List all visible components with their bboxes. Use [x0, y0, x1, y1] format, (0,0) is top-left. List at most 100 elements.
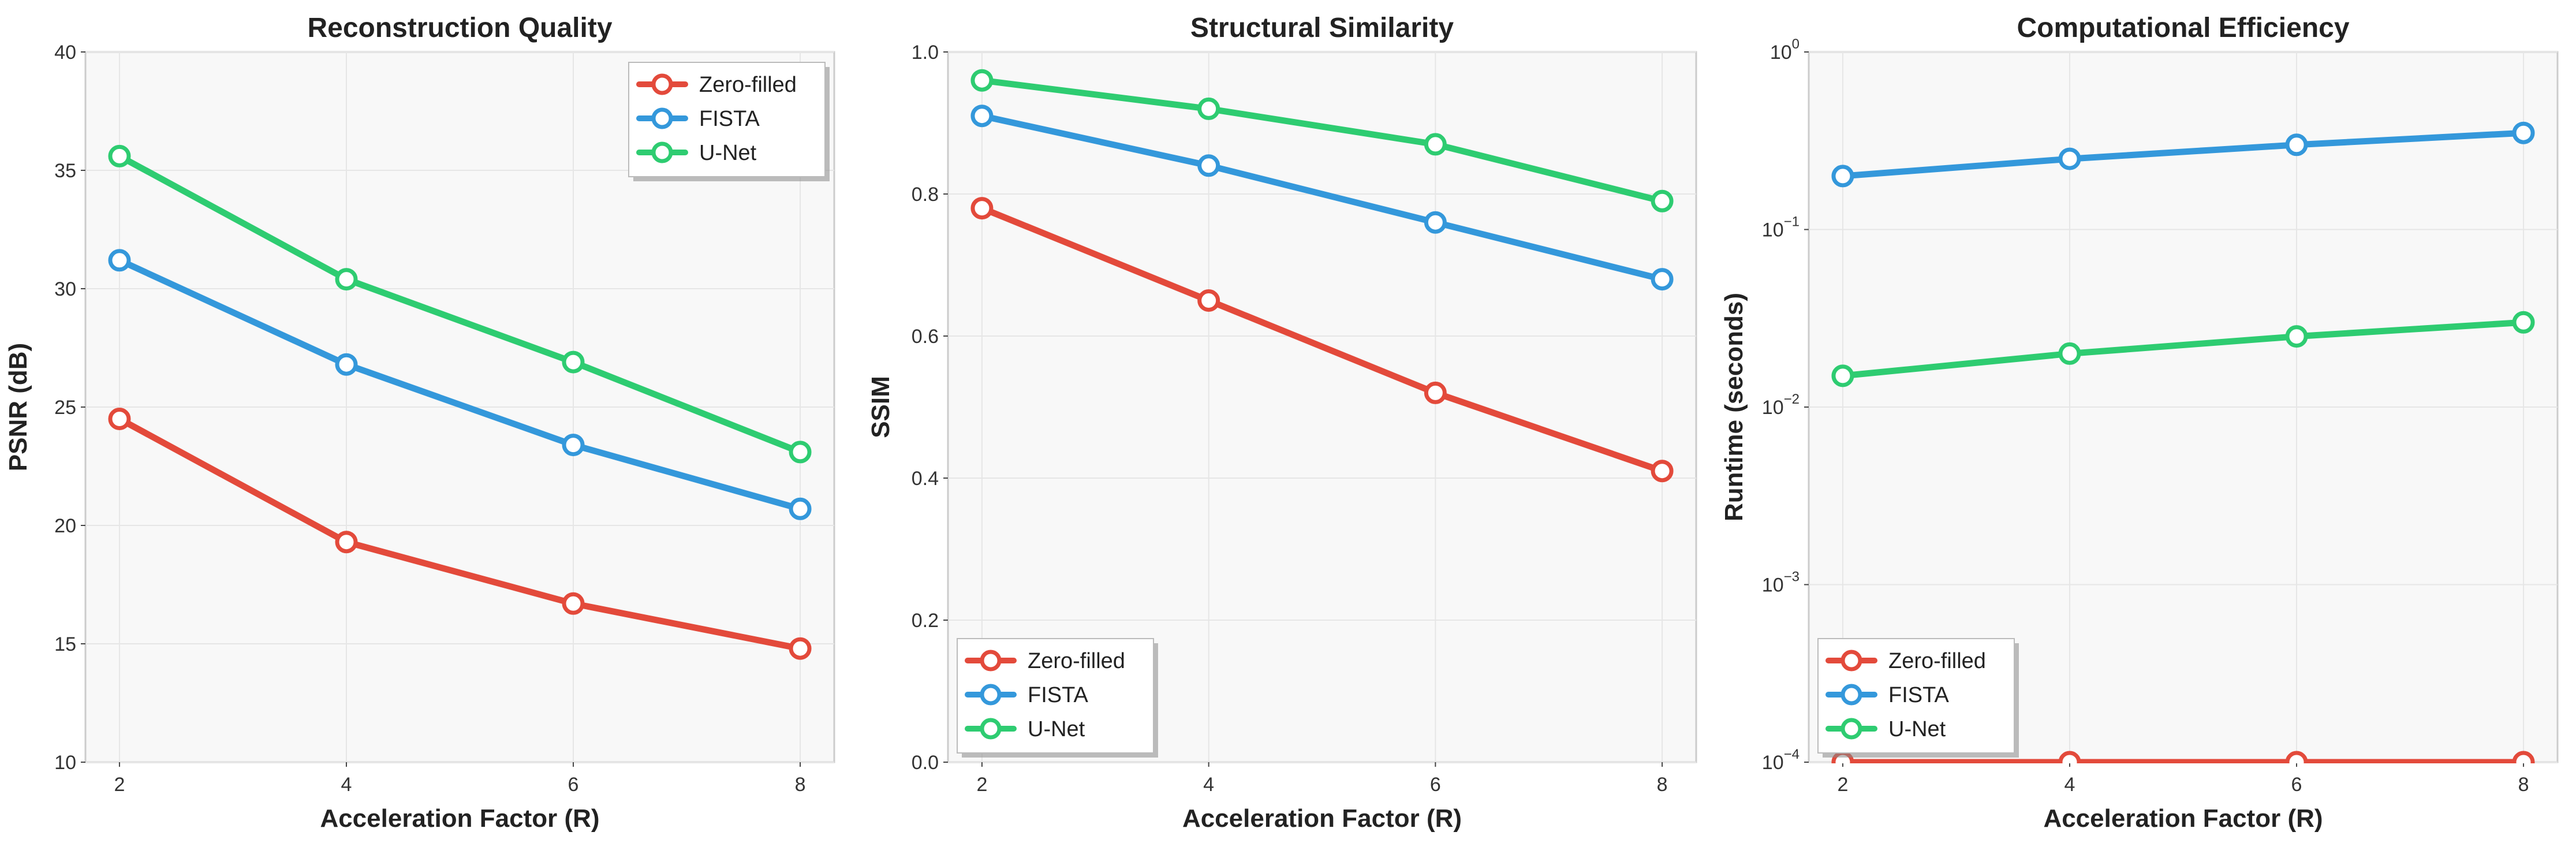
legend-label-fista: FISTA [699, 107, 760, 131]
x-tick-label: 2 [114, 774, 125, 796]
series-group [970, 69, 1674, 483]
x-tick-label: 4 [1203, 774, 1214, 796]
x-tick-label: 8 [1657, 774, 1668, 796]
chart-title: Structural Similarity [1190, 13, 1454, 43]
series-line-zero-filled [979, 205, 1666, 475]
y-tick-label: 30 [54, 278, 76, 300]
legend: Zero-filled FISTA U-Net [1817, 638, 2019, 758]
data-point-fista [970, 105, 994, 128]
data-point-fista [1424, 211, 1447, 234]
legend-label-u-net: U-Net [1028, 717, 1085, 741]
data-point-zero-filled [1197, 289, 1220, 312]
y-tick-label: 0.2 [912, 610, 939, 632]
data-point-u-net [562, 350, 585, 374]
data-point-u-net [2285, 325, 2308, 348]
y-tick-label: 100 [1770, 36, 1800, 64]
y-tick-label: 35 [54, 160, 76, 182]
legend-marker-fista [651, 107, 673, 129]
y-tick-label: 0.4 [912, 468, 939, 490]
data-point-zero-filled [335, 531, 358, 554]
data-point-u-net [970, 69, 994, 92]
series-line-u-net [979, 77, 1666, 204]
y-tick-label: 0.6 [912, 326, 939, 348]
legend-label-zero-filled: Zero-filled [1028, 649, 1125, 673]
x-tick-label: 8 [795, 774, 806, 796]
y-axis-label: PSNR (dB) [4, 343, 32, 471]
y-axis-label: Runtime (seconds) [1720, 293, 1748, 521]
data-point-u-net [335, 268, 358, 291]
y-tick-label: 10−3 [1762, 569, 1800, 596]
data-point-u-net [1651, 189, 1674, 212]
x-axis-label: Acceleration Factor (R) [320, 804, 599, 833]
legend-marker-u-net [980, 718, 1002, 740]
legend-label-fista: FISTA [1028, 683, 1089, 707]
data-point-fista [335, 353, 358, 376]
series-line-u-net [1839, 319, 2527, 379]
legend-marker-fista [1840, 684, 1862, 706]
x-tick-label: 2 [1837, 774, 1848, 796]
y-tick-label: 0.0 [912, 752, 939, 774]
x-axis-label: Acceleration Factor (R) [2043, 804, 2323, 833]
series-line-fista [116, 257, 804, 512]
y-tick-label: 10−4 [1762, 747, 1800, 774]
data-point-fista [789, 497, 812, 520]
y-axis-label: SSIM [867, 376, 895, 438]
y-tick-label: 10−2 [1762, 391, 1800, 419]
y-tick-label: 10−1 [1762, 214, 1800, 241]
legend-marker-zero-filled [651, 73, 673, 95]
legend-label-zero-filled: Zero-filled [699, 73, 797, 97]
x-tick-label: 6 [1430, 774, 1441, 796]
data-point-zero-filled [2285, 751, 2308, 763]
series-line-zero-filled [116, 416, 804, 652]
x-tick-label: 6 [2291, 774, 2302, 796]
data-point-zero-filled [2058, 751, 2081, 763]
y-tick-label: 20 [54, 515, 76, 537]
x-tick-label: 4 [2064, 774, 2075, 796]
legend-label-u-net: U-Net [1888, 717, 1946, 741]
data-point-fista [1831, 165, 1854, 188]
data-point-fista [562, 434, 585, 457]
x-tick-label: 4 [341, 774, 352, 796]
chart-title: Computational Efficiency [2017, 13, 2349, 43]
series-line-fista [1839, 129, 2527, 180]
legend-label-u-net: U-Net [699, 141, 757, 165]
series-line-u-net [116, 152, 804, 456]
chart-title: Reconstruction Quality [307, 13, 612, 43]
data-point-zero-filled [1651, 460, 1674, 483]
chart-psnr: 10 15 20 25 30 35 40 2 4 6 8 Reconstruction Quality… [4, 13, 835, 833]
legend-marker-zero-filled [1840, 650, 1862, 672]
x-tick-label: 6 [568, 774, 579, 796]
data-point-zero-filled [1424, 381, 1447, 404]
y-tick-label: 15 [54, 633, 76, 655]
legend-marker-u-net [1840, 718, 1862, 740]
data-point-fista [2058, 147, 2081, 170]
x-tick-label: 2 [976, 774, 987, 796]
data-point-u-net [1424, 133, 1447, 156]
data-point-zero-filled [108, 408, 131, 430]
data-point-fista [2285, 133, 2308, 156]
data-point-zero-filled [970, 197, 994, 220]
legend: Zero-filled FISTA U-Net [957, 638, 1158, 758]
y-tick-label: 40 [54, 42, 76, 64]
data-point-fista [1197, 154, 1220, 177]
x-axis-label: Acceleration Factor (R) [1182, 804, 1462, 833]
y-tick-label: 10 [54, 752, 76, 774]
series-line-fista [979, 113, 1666, 283]
y-tick-label: 1.0 [912, 42, 939, 64]
legend-label-zero-filled: Zero-filled [1888, 649, 1986, 673]
data-point-fista [2512, 121, 2535, 144]
data-point-u-net [789, 441, 812, 464]
data-point-zero-filled [562, 592, 585, 615]
data-point-fista [1651, 268, 1674, 291]
data-point-fista [108, 249, 131, 272]
y-tick-label: 0.8 [912, 184, 939, 206]
legend-marker-zero-filled [980, 650, 1002, 672]
series-group [1831, 121, 2535, 763]
data-point-zero-filled [789, 637, 812, 660]
legend-marker-u-net [651, 141, 673, 163]
data-point-u-net [108, 144, 131, 167]
x-tick-label: 8 [2518, 774, 2529, 796]
data-point-u-net [2512, 311, 2535, 334]
chart-ssim: 0.0 0.2 0.4 0.6 0.8 1.0 2 4 6 8 Structural Similar… [867, 13, 1697, 833]
data-point-u-net [1831, 364, 1854, 387]
